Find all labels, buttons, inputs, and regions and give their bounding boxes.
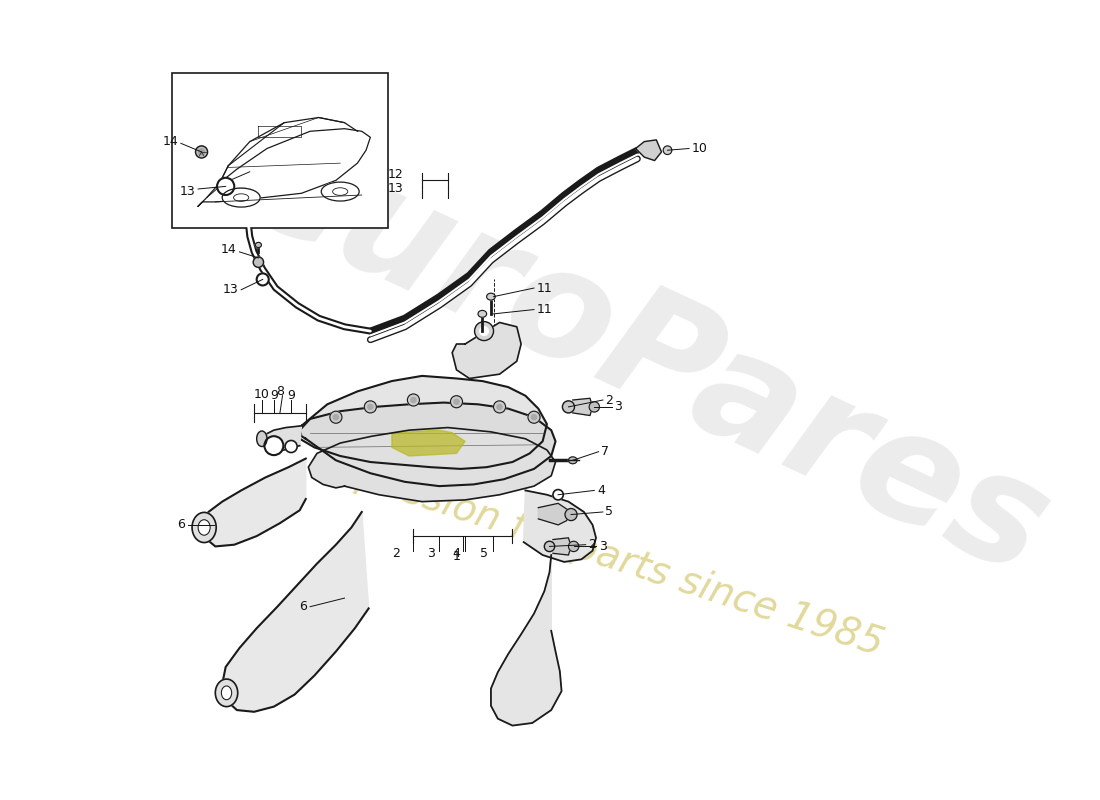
Polygon shape [263, 426, 301, 452]
Text: 4: 4 [452, 547, 461, 560]
Ellipse shape [216, 679, 238, 706]
Ellipse shape [565, 509, 578, 521]
Ellipse shape [497, 404, 502, 410]
Ellipse shape [222, 188, 260, 207]
Text: 3: 3 [614, 400, 622, 414]
Polygon shape [538, 503, 569, 525]
Ellipse shape [330, 411, 342, 423]
Ellipse shape [196, 146, 208, 158]
Text: 12: 12 [387, 168, 403, 181]
Polygon shape [295, 376, 547, 469]
Polygon shape [202, 458, 306, 546]
Ellipse shape [264, 436, 284, 455]
Polygon shape [573, 398, 593, 415]
Ellipse shape [255, 242, 262, 247]
Text: 10: 10 [692, 142, 707, 155]
Text: 13: 13 [179, 185, 196, 198]
Polygon shape [392, 430, 465, 456]
Polygon shape [222, 512, 368, 712]
Ellipse shape [494, 401, 506, 413]
Ellipse shape [474, 322, 494, 341]
Ellipse shape [198, 149, 205, 155]
Polygon shape [308, 427, 556, 502]
Ellipse shape [569, 542, 579, 551]
Ellipse shape [321, 182, 360, 201]
Ellipse shape [486, 293, 495, 300]
Text: 13: 13 [223, 283, 239, 296]
Ellipse shape [333, 414, 339, 420]
Polygon shape [524, 490, 596, 562]
Ellipse shape [663, 146, 672, 154]
Ellipse shape [221, 686, 232, 700]
Ellipse shape [285, 441, 297, 453]
Text: 6: 6 [299, 600, 308, 614]
Bar [173, 73, 387, 228]
Ellipse shape [480, 326, 488, 335]
Text: 14: 14 [163, 135, 178, 148]
Text: 2: 2 [588, 538, 596, 551]
Text: 8: 8 [276, 385, 284, 398]
Text: 2: 2 [605, 394, 614, 406]
Text: 5: 5 [605, 506, 614, 518]
Text: 7: 7 [602, 445, 609, 458]
Ellipse shape [256, 431, 267, 446]
Polygon shape [636, 140, 661, 161]
Ellipse shape [569, 457, 578, 464]
Ellipse shape [478, 310, 486, 318]
Text: 3: 3 [427, 547, 434, 560]
Ellipse shape [590, 402, 600, 412]
Ellipse shape [192, 512, 217, 542]
Polygon shape [491, 555, 562, 726]
Polygon shape [299, 402, 556, 486]
Text: 14: 14 [221, 242, 236, 256]
Ellipse shape [562, 401, 574, 413]
Ellipse shape [198, 520, 210, 535]
Polygon shape [553, 538, 571, 555]
Text: 4: 4 [597, 484, 605, 497]
Ellipse shape [256, 274, 268, 286]
Ellipse shape [253, 257, 264, 267]
Ellipse shape [451, 396, 462, 408]
Ellipse shape [553, 490, 563, 500]
Text: 10: 10 [254, 388, 270, 402]
Ellipse shape [217, 178, 234, 195]
Text: 9: 9 [270, 389, 278, 402]
Ellipse shape [544, 542, 554, 551]
Text: 11: 11 [537, 303, 552, 316]
Text: 6: 6 [177, 518, 185, 531]
Text: a passion for parts since 1985: a passion for parts since 1985 [318, 446, 888, 664]
Ellipse shape [454, 399, 459, 404]
Ellipse shape [531, 414, 537, 420]
Ellipse shape [367, 404, 373, 410]
Text: 5: 5 [480, 547, 488, 560]
Ellipse shape [364, 401, 376, 413]
Text: 1: 1 [452, 550, 461, 563]
Ellipse shape [407, 394, 419, 406]
Ellipse shape [410, 398, 416, 402]
Ellipse shape [528, 411, 540, 423]
Text: 11: 11 [537, 282, 552, 294]
Polygon shape [452, 322, 521, 378]
Text: 3: 3 [598, 540, 606, 553]
Text: euroPares: euroPares [221, 106, 1070, 608]
Text: 9: 9 [287, 389, 295, 402]
Text: 2: 2 [393, 547, 400, 560]
Text: 13: 13 [387, 182, 403, 195]
